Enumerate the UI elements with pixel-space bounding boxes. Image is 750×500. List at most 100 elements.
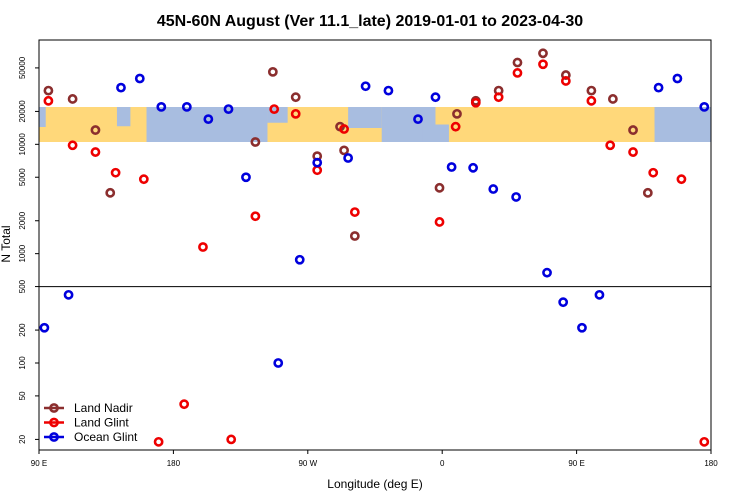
land-glint-point [628,147,638,157]
legend-swatch-marker [49,432,59,442]
y-axis: 20 50 100 200 500 1000 2000 5000 10000 20000 50000 [18,56,39,444]
land-glint-point [43,95,54,106]
land-nadir-point [290,92,301,103]
y-axis-label: N Total [0,225,13,262]
land-glint-point [493,92,504,103]
land-glint-point [605,140,616,151]
legend-swatch-marker [49,417,59,428]
land-nadir-point [642,187,653,198]
land-nadir-point [538,48,548,59]
map-ocean [348,107,382,128]
data-points [39,48,710,447]
map-ocean [654,107,711,142]
land-glint-point [250,211,261,222]
y-tick-label: 2000 [18,211,27,229]
x-tick-label: 180 [167,459,181,468]
land-glint-point [67,140,78,151]
y-tick-label: 5000 [18,168,27,186]
chart-title: 45N-60N August (Ver 11.1_late) 2019-01-0… [157,13,583,30]
x-axis: 90 E 180 90 W 0 90 E 180 [31,450,718,468]
y-tick-label: 20 [18,434,27,443]
ocean-glint-point [63,289,74,300]
ocean-glint-point [577,322,587,333]
ocean-glint-point [653,82,664,93]
map-ocean [39,107,46,127]
land-glint-point [538,59,548,70]
land-glint-point [339,124,349,134]
ocean-glint-point [312,157,323,168]
y-tick-label: 500 [18,279,27,293]
ocean-glint-point [446,162,457,172]
land-glint-point [450,121,461,132]
land-glint-point [110,167,121,178]
land-glint-point [198,242,208,252]
map-ocean [422,124,449,142]
x-tick-label: 180 [704,459,718,468]
land-glint-point [470,97,481,108]
x-tick-label: 90 E [568,459,584,468]
land-glint-point [153,436,164,447]
land-nadir-point [628,125,638,135]
ocean-glint-point [511,192,522,202]
x-tick-label: 90 W [298,459,317,468]
land-nadir-point [434,182,445,193]
land-nadir-point [560,70,571,80]
land-glint-point [434,217,445,227]
ocean-glint-point [488,184,499,194]
map-background [39,107,711,142]
x-axis-label: Longitude (deg E) [327,477,422,491]
plot-frame [38,39,712,451]
y-tick-label: 1000 [18,244,27,262]
land-nadir-point [607,94,618,104]
land-glint-point [312,165,323,176]
land-nadir-point [43,85,54,96]
land-nadir-point [250,137,261,147]
land-nadir-point [90,125,101,135]
land-nadir-point [67,94,78,104]
legend-label: Ocean Glint [74,430,138,444]
land-glint-point [648,167,659,178]
ocean-glint-point [181,101,192,112]
ocean-glint-point [294,254,305,265]
ocean-glint-point [413,114,423,125]
ocean-glint-point [699,101,710,112]
land-glint-point [179,399,190,410]
legend-item-land-nadir: Land Nadir [44,401,133,415]
land-nadir-point [512,57,523,68]
ocean-glint-point [134,73,145,84]
legend-item-ocean-glint: Ocean Glint [44,430,138,444]
ocean-glint-point [273,358,284,368]
legend-label: Land Nadir [74,401,133,415]
land-glint-point [512,68,523,78]
ocean-glint-point [241,172,251,183]
land-glint-point [699,436,710,447]
ocean-glint-point [156,101,167,112]
land-nadir-point [339,145,349,156]
land-nadir-point [267,66,278,77]
y-tick-label: 50 [18,391,27,400]
ocean-glint-point [542,267,552,278]
land-nadir-point [349,231,360,241]
land-glint-point [138,174,149,185]
land-glint-point [586,95,597,106]
land-glint-point [349,207,360,217]
ocean-glint-point [360,81,371,92]
legend-label: Land Glint [74,416,129,430]
land-glint-point [676,174,687,185]
x-tick-label: 90 E [31,459,47,468]
ocean-glint-point [203,114,214,125]
y-tick-label: 20000 [18,100,27,123]
land-glint-point [269,104,280,114]
ocean-glint-point [672,73,683,84]
y-tick-label: 10000 [18,133,27,156]
ocean-glint-point [558,297,569,308]
ocean-glint-point [223,104,234,114]
legend-swatch-marker [49,403,59,413]
ocean-glint-point [468,162,479,173]
land-glint-point [226,434,237,445]
y-tick-label: 50000 [18,56,27,79]
y-tick-label: 100 [18,356,27,370]
land-glint-point [90,147,101,157]
x-tick-label: 0 [440,459,445,468]
